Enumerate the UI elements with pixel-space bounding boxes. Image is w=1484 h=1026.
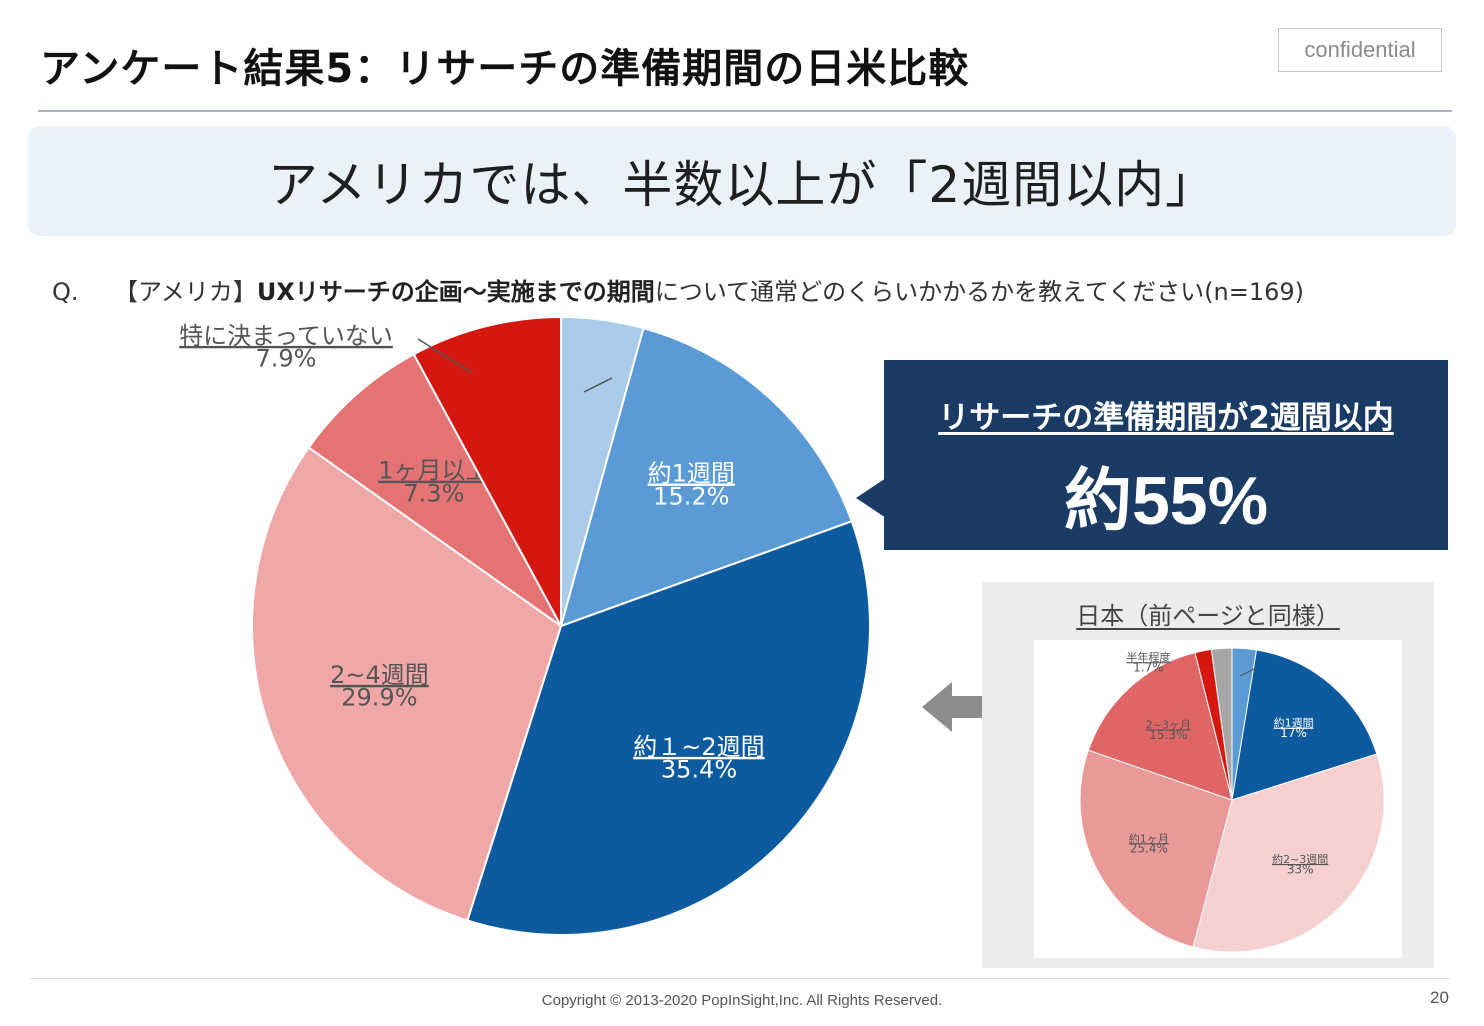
jp-slice-value-1: 17% bbox=[1280, 726, 1307, 740]
us-slice-5 bbox=[412, 315, 562, 627]
question-prefix: 【アメリカ】 bbox=[114, 278, 257, 306]
us-slice-value-4: 7.3% bbox=[403, 480, 464, 508]
japan-chart-title: 日本（前ページと同様） bbox=[1076, 602, 1340, 630]
jp-slice-label-1: 約1週間 bbox=[1274, 716, 1314, 730]
jp-slice-value-5: 1.7% bbox=[1133, 661, 1164, 675]
jp-slice-value-2: 33% bbox=[1287, 862, 1314, 876]
jp-slice-3 bbox=[1079, 749, 1233, 948]
us-leader-line-5 bbox=[417, 338, 473, 374]
jp-leader-line-0 bbox=[1239, 667, 1257, 677]
callout-value: 約55% bbox=[1063, 463, 1269, 539]
jp-slice-label-2: 約2~3週間 bbox=[1272, 852, 1328, 866]
us-slice-value-2: 35.4% bbox=[661, 756, 737, 784]
summary-callout: リサーチの準備期間が2週間以内 約55% bbox=[884, 360, 1448, 550]
us-slice-label-2: 約１~2週間 bbox=[633, 733, 764, 761]
confidential-badge: confidential bbox=[1278, 28, 1442, 72]
us-slice-value-3: 29.9% bbox=[341, 684, 417, 712]
callout-heading: リサーチの準備期間が2週間以内 bbox=[938, 400, 1394, 436]
jp-slice-6 bbox=[1210, 647, 1233, 801]
jp-slice-label-4: 2~3ヶ月 bbox=[1146, 719, 1191, 732]
jp-slice-label-5: 半年程度 bbox=[1126, 650, 1170, 664]
page-number: 20 bbox=[1430, 988, 1449, 1007]
jp-slice-value-3: 25.4% bbox=[1130, 842, 1168, 856]
question-bold: UXリサーチの企画～実施までの期間 bbox=[256, 278, 655, 306]
jp-slice-1 bbox=[1231, 649, 1378, 801]
title-divider bbox=[38, 110, 1452, 112]
us-slice-4 bbox=[307, 352, 562, 627]
page-title: アンケート結果5：リサーチの準備期間の日米比較 bbox=[40, 46, 970, 92]
jp-slice-value-4: 15.3% bbox=[1149, 728, 1187, 742]
us-slice-label-1: 約1週間 bbox=[648, 460, 735, 488]
question-marker: Q. bbox=[52, 278, 79, 306]
us-slice-3 bbox=[251, 446, 563, 922]
copyright: Copyright © 2013-2020 PopInSight,Inc. Al… bbox=[541, 992, 943, 1009]
jp-slice-2 bbox=[1192, 753, 1385, 953]
us-slice-2 bbox=[466, 520, 871, 936]
headline-banner: アメリカでは、半数以上が「2週間以内」 bbox=[28, 126, 1456, 236]
footer-divider bbox=[30, 978, 1450, 979]
question-rest: について通常どのくらいかかるかを教えてください(n=169) bbox=[654, 278, 1305, 306]
jp-slice-4 bbox=[1087, 651, 1233, 801]
callout-pointer bbox=[856, 478, 886, 518]
us-slice-label-5: 特に決まっていない bbox=[179, 322, 393, 350]
survey-question: Q. 【アメリカ】UXリサーチの企画～実施までの期間について通常どのくらいかかるか… bbox=[52, 272, 1462, 307]
us-slice-value-5: 7.9% bbox=[256, 345, 317, 373]
us-slice-label-3: 2~4週間 bbox=[330, 661, 429, 689]
us-slice-value-1: 15.2% bbox=[653, 482, 729, 510]
us-leader-line-0 bbox=[583, 377, 613, 393]
jp-slice-label-3: 約1ヶ月 bbox=[1129, 831, 1169, 845]
us-slice-1 bbox=[559, 326, 854, 628]
